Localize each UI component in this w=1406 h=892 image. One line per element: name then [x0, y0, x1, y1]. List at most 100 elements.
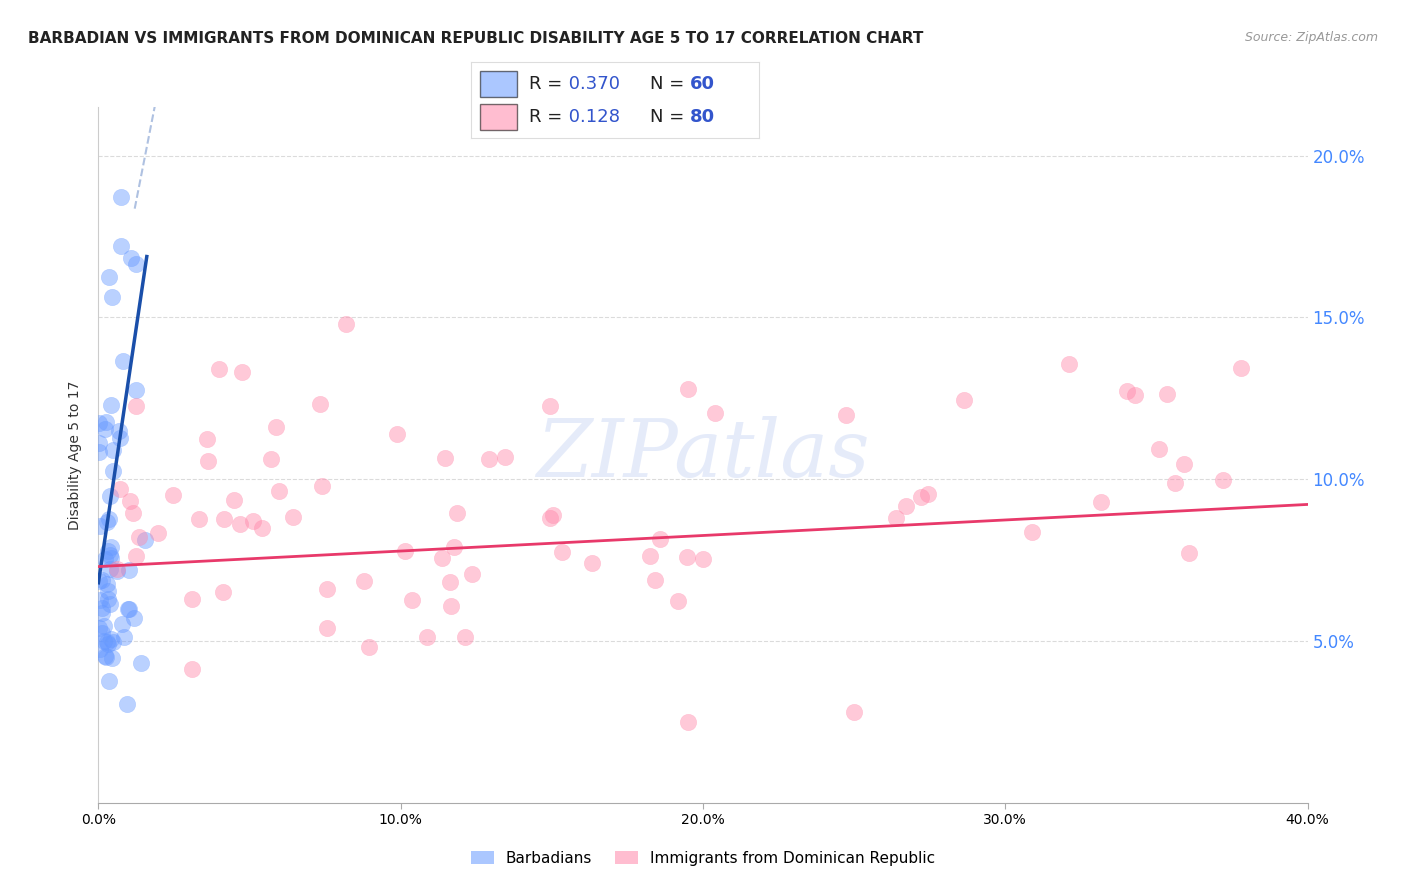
Point: [97, 544, 120, 558]
Point: [117, 602, 139, 616]
Point: [110, 190, 132, 204]
Point: [89, 642, 111, 657]
Point: [260, 451, 283, 466]
Y-axis label: Disability Age 5 to 17: Disability Age 5 to 17: [69, 380, 83, 530]
Point: [100, 632, 122, 647]
Point: [90, 601, 112, 615]
Point: [162, 488, 184, 502]
Point: [103, 634, 125, 648]
Point: [93, 552, 115, 566]
Point: [1164, 475, 1187, 490]
Point: [105, 562, 128, 576]
Point: [96, 635, 118, 649]
Point: [228, 517, 250, 532]
Point: [1230, 361, 1253, 376]
Point: [112, 630, 135, 644]
Point: [1149, 442, 1171, 456]
Point: [90, 625, 112, 640]
Point: [105, 564, 128, 578]
Point: [430, 551, 453, 566]
Point: [910, 490, 932, 504]
Text: 80: 80: [690, 108, 716, 126]
Point: [264, 420, 287, 434]
Point: [440, 599, 463, 613]
Point: [122, 507, 145, 521]
Point: [461, 567, 484, 582]
Point: [98, 598, 121, 612]
Point: [87, 416, 110, 430]
Point: [115, 697, 138, 711]
Point: [439, 574, 461, 589]
Point: [146, 526, 169, 541]
Point: [541, 508, 564, 522]
Point: [446, 506, 468, 520]
Point: [89, 518, 111, 533]
Point: [94, 648, 117, 663]
Point: [1212, 473, 1234, 487]
Point: [96, 515, 118, 529]
Point: [242, 514, 264, 528]
Point: [110, 239, 132, 253]
Point: [478, 452, 501, 467]
Point: [111, 354, 134, 368]
Point: [1123, 388, 1146, 402]
Point: [703, 406, 725, 420]
Point: [581, 556, 603, 570]
Point: [118, 602, 141, 616]
Point: [638, 549, 661, 564]
Point: [896, 499, 918, 513]
Point: [212, 511, 235, 525]
Point: [416, 630, 439, 644]
Point: [118, 563, 141, 577]
Point: [316, 621, 339, 635]
Point: [1116, 384, 1139, 398]
Point: [188, 511, 211, 525]
Point: [551, 545, 574, 559]
Point: [124, 549, 146, 564]
Point: [538, 511, 561, 525]
Point: [125, 257, 148, 271]
Point: [197, 432, 219, 446]
Text: 0.370: 0.370: [564, 75, 620, 93]
Point: [353, 574, 375, 589]
Point: [180, 592, 202, 607]
Point: [91, 573, 114, 587]
Point: [125, 383, 148, 397]
Point: [128, 530, 150, 544]
Point: [101, 290, 124, 304]
Point: [676, 714, 699, 729]
Point: [1156, 387, 1178, 401]
Legend: Barbadians, Immigrants from Dominican Republic: Barbadians, Immigrants from Dominican Re…: [464, 845, 942, 871]
Point: [250, 521, 273, 535]
Point: [100, 398, 122, 412]
Point: [1178, 546, 1201, 560]
Text: BARBADIAN VS IMMIGRANTS FROM DOMINICAN REPUBLIC DISABILITY AGE 5 TO 17 CORRELATI: BARBADIAN VS IMMIGRANTS FROM DOMINICAN R…: [28, 31, 924, 46]
Point: [335, 317, 357, 331]
Point: [231, 365, 253, 379]
Point: [385, 426, 408, 441]
Text: Source: ZipAtlas.com: Source: ZipAtlas.com: [1244, 31, 1378, 45]
Point: [97, 512, 120, 526]
Point: [121, 252, 143, 266]
Point: [110, 482, 132, 496]
Point: [124, 399, 146, 413]
Point: [316, 582, 339, 596]
Point: [197, 454, 219, 468]
Point: [181, 663, 204, 677]
Point: [87, 621, 110, 635]
Point: [281, 510, 304, 524]
Point: [692, 552, 714, 566]
Point: [212, 585, 235, 599]
Point: [94, 650, 117, 665]
Point: [434, 450, 457, 465]
Point: [394, 543, 416, 558]
Point: [675, 549, 697, 564]
Point: [844, 705, 866, 719]
Point: [101, 442, 124, 457]
Point: [98, 548, 121, 562]
Point: [97, 674, 120, 689]
Point: [87, 445, 110, 459]
Text: R =: R =: [529, 108, 568, 126]
FancyBboxPatch shape: [479, 104, 517, 130]
Point: [91, 606, 114, 620]
